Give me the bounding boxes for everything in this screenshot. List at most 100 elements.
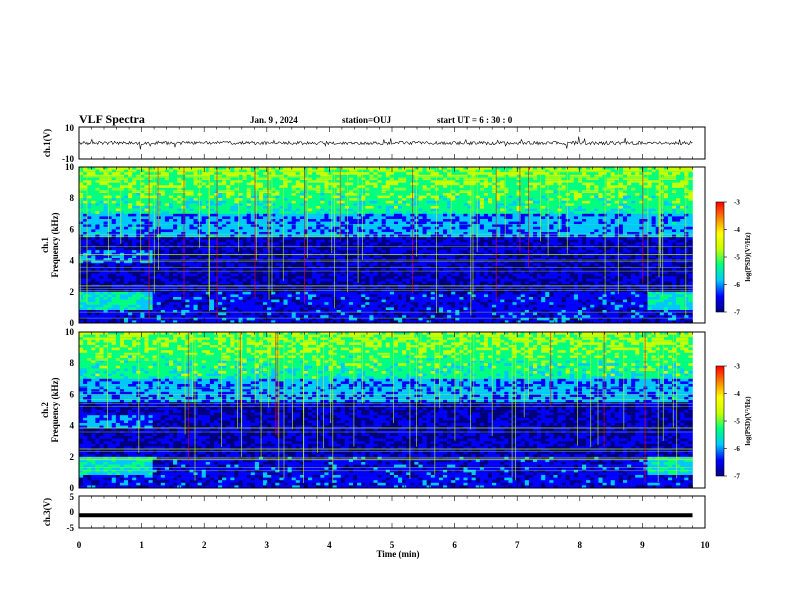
spectrogram-cell bbox=[459, 206, 463, 209]
spectrogram-cell bbox=[541, 188, 545, 191]
spectrogram-cell bbox=[349, 240, 353, 243]
spectrogram-cell bbox=[91, 248, 95, 251]
spectrogram-cell bbox=[643, 201, 647, 204]
spectrogram-cell bbox=[406, 229, 410, 232]
spectrogram-cell bbox=[468, 196, 472, 199]
spectrogram-cell bbox=[390, 229, 394, 232]
spectrogram-cell bbox=[549, 198, 553, 201]
spectrogram-cell bbox=[574, 227, 578, 230]
spectrogram-cell bbox=[243, 206, 247, 209]
spectrogram-cell bbox=[365, 188, 369, 191]
spectrogram-cell bbox=[590, 242, 594, 245]
spectrogram-cell bbox=[95, 240, 99, 243]
spectrogram-cell bbox=[390, 193, 394, 196]
spectrogram-cell bbox=[226, 214, 230, 217]
spectrogram-cell bbox=[353, 190, 357, 193]
spectrogram-cell bbox=[312, 227, 316, 230]
spectrogram-cell bbox=[255, 175, 259, 178]
spectrogram-cell bbox=[427, 201, 431, 204]
spectrogram-cell bbox=[439, 214, 443, 217]
spectrogram-cell bbox=[684, 214, 688, 217]
spectrogram-cell bbox=[562, 209, 566, 212]
spectrogram-cell bbox=[476, 229, 480, 232]
spectrogram-cell bbox=[562, 250, 566, 253]
spectrogram-cell bbox=[484, 193, 488, 196]
spectrogram-cell bbox=[230, 214, 234, 217]
spectrogram-cell bbox=[300, 198, 304, 201]
spectrogram-cell bbox=[369, 224, 373, 227]
spectrogram-cell bbox=[288, 180, 292, 183]
spectrogram-cell bbox=[517, 232, 521, 235]
spectrogram-cell bbox=[574, 209, 578, 212]
spectrogram-cell bbox=[95, 201, 99, 204]
spectrogram-cell bbox=[664, 229, 668, 232]
spectrogram-cell bbox=[373, 196, 377, 199]
spectrogram-cell bbox=[570, 235, 574, 238]
spectrogram-cell bbox=[361, 185, 365, 188]
spectrogram-cell bbox=[259, 219, 263, 222]
spectrogram-cell bbox=[431, 193, 435, 196]
spectrogram-cell bbox=[688, 237, 692, 240]
spectrogram-cell bbox=[594, 196, 598, 199]
spectrogram-cell bbox=[443, 240, 447, 243]
spectrogram-cell bbox=[504, 250, 508, 253]
spectrogram-cell bbox=[177, 211, 181, 214]
spectrogram-cell bbox=[586, 185, 590, 188]
spectrogram-cell bbox=[643, 209, 647, 212]
spectrogram-cell bbox=[623, 227, 627, 230]
spectrogram-cell bbox=[369, 198, 373, 201]
spectrogram-cell bbox=[234, 193, 238, 196]
spectrogram-cell bbox=[247, 209, 251, 212]
spectrogram-cell bbox=[320, 201, 324, 204]
spectrogram-cell bbox=[132, 250, 136, 253]
spectrogram-cell bbox=[104, 250, 108, 253]
spectrogram-cell bbox=[402, 193, 406, 196]
spectrogram-cell bbox=[627, 175, 631, 178]
spectrogram-cell bbox=[353, 250, 357, 253]
spectrogram-cell bbox=[590, 219, 594, 222]
spectrogram-cell bbox=[688, 227, 692, 230]
spectrogram-cell bbox=[631, 180, 635, 183]
spectrogram-cell bbox=[328, 227, 332, 230]
spectrogram-cell bbox=[439, 180, 443, 183]
spectrogram-cell bbox=[222, 190, 226, 193]
spectrogram-cell bbox=[132, 237, 136, 240]
spectrogram-cell bbox=[586, 175, 590, 178]
spectrogram-cell bbox=[529, 211, 533, 214]
spectrogram-cell bbox=[533, 242, 537, 245]
spectrogram-cell bbox=[194, 214, 198, 217]
spectrogram-cell bbox=[468, 240, 472, 243]
spectrogram-cell bbox=[688, 219, 692, 222]
spectrogram-cell bbox=[382, 219, 386, 222]
spectrogram-cell bbox=[177, 237, 181, 240]
spectrogram-cell bbox=[369, 227, 373, 230]
spectrogram-cell bbox=[390, 172, 394, 175]
spectrogram-cell bbox=[349, 216, 353, 219]
spectrogram-cell bbox=[611, 172, 615, 175]
spectrogram-cell bbox=[324, 180, 328, 183]
spectrogram-cell bbox=[578, 242, 582, 245]
spectrogram-cell bbox=[353, 242, 357, 245]
spectrogram-cell bbox=[627, 250, 631, 253]
spectrogram-cell bbox=[672, 172, 676, 175]
spectrogram-cell bbox=[386, 201, 390, 204]
spectrogram-cell bbox=[603, 229, 607, 232]
spectrogram-cell bbox=[308, 198, 312, 201]
spectrogram-cell bbox=[300, 172, 304, 175]
spectrogram-cell bbox=[480, 229, 484, 232]
spectrogram-cell bbox=[128, 188, 132, 191]
spectrogram-cell bbox=[136, 198, 140, 201]
spectrogram-cell bbox=[545, 172, 549, 175]
spectrogram-cell bbox=[292, 229, 296, 232]
spectrogram-cell bbox=[684, 216, 688, 219]
spectrogram-cell bbox=[435, 190, 439, 193]
spectrogram-cell bbox=[398, 188, 402, 191]
spectrogram-cell bbox=[386, 237, 390, 240]
spectrogram-cell bbox=[439, 248, 443, 251]
spectrogram-cell bbox=[345, 248, 349, 251]
spectrogram-cell bbox=[672, 180, 676, 183]
spectrogram-cell bbox=[210, 206, 214, 209]
spectrogram-cell bbox=[459, 172, 463, 175]
spectrogram-cell bbox=[513, 180, 517, 183]
spectrogram-cell bbox=[611, 180, 615, 183]
